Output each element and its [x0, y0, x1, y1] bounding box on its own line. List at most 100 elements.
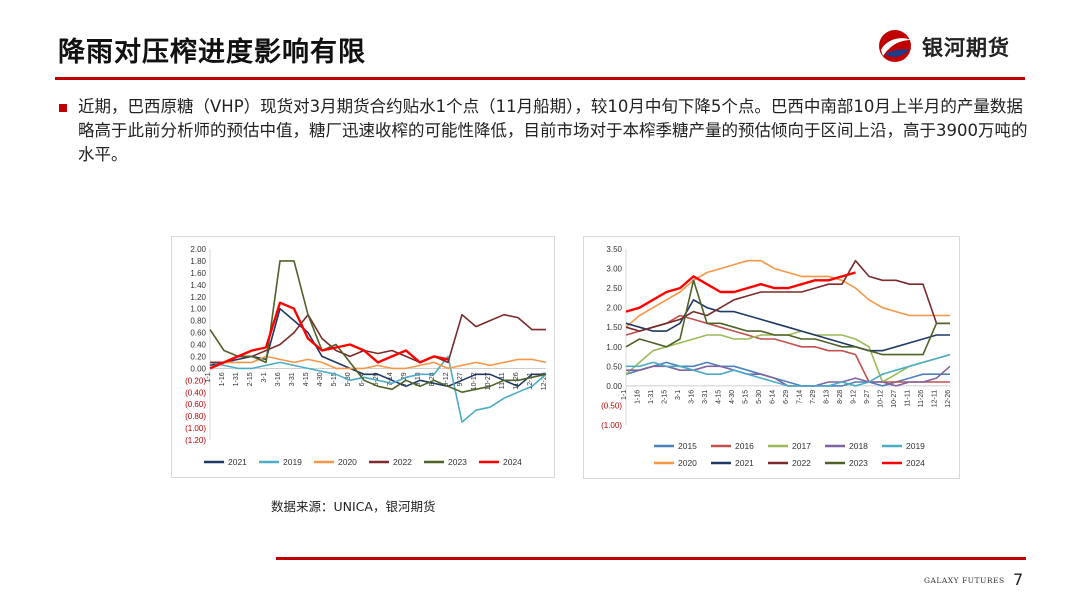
y-tick-label: (0.40): [185, 388, 206, 397]
legend-label: 2024: [503, 457, 522, 467]
y-tick-label: (1.00): [601, 421, 622, 430]
y-tick-label: 3.00: [606, 265, 622, 274]
x-tick-label: 3-1: [261, 372, 268, 382]
legend-label: 2023: [849, 458, 868, 468]
legend-label: 2021: [735, 458, 754, 468]
x-tick-label: 3-1: [675, 390, 682, 400]
x-tick-label: 8-13: [415, 372, 422, 386]
series-line-2023: [209, 260, 547, 393]
series-line-2024: [625, 271, 856, 313]
y-tick-label: 2.50: [606, 284, 622, 293]
y-tick-label: 1.00: [190, 305, 206, 314]
x-tick-label: 10-12: [878, 390, 885, 408]
y-tick-label: 0.20: [190, 352, 206, 361]
y-tick-label: 0.60: [190, 329, 206, 338]
y-tick-label: (0.60): [185, 400, 206, 409]
x-tick-label: 5-15: [743, 390, 750, 404]
x-tick-label: 9-12: [851, 390, 858, 404]
header-rule: [55, 77, 1025, 80]
legend-label: 2020: [338, 457, 357, 467]
x-tick-label: 1-16: [219, 372, 226, 386]
x-tick-label: 6-29: [783, 390, 790, 404]
x-tick-label: 7-29: [401, 372, 408, 386]
y-tick-label: 3.50: [606, 245, 622, 254]
y-tick-label: (0.20): [185, 376, 206, 385]
footer-brand: GALAXY FUTURES: [924, 576, 1005, 585]
data-source-note: 数据来源：UNICA，银河期货: [271, 499, 436, 514]
legend-label: 2019: [283, 457, 302, 467]
legend-label: 2022: [393, 457, 412, 467]
legend-label: 2017: [792, 441, 811, 451]
x-tick-label: 1-1: [621, 390, 628, 400]
x-tick-label: 8-28: [837, 390, 844, 404]
series-line-2019: [209, 355, 547, 423]
page-title: 降雨对压榨进度影响有限: [58, 37, 366, 68]
y-tick-label: (0.50): [601, 401, 622, 410]
y-tick-label: 0.40: [190, 341, 206, 350]
legend-label: 2020: [678, 458, 697, 468]
x-tick-label: 3-31: [702, 390, 709, 404]
x-tick-label: 10-27: [485, 372, 492, 390]
legend-label: 2016: [735, 441, 754, 451]
x-tick-label: 4-15: [716, 390, 723, 404]
series-line-2016: [625, 314, 950, 383]
page-number: 7: [1013, 570, 1024, 589]
series-line-2017: [625, 330, 951, 383]
y-tick-label: 1.00: [606, 343, 622, 352]
x-tick-label: 2-15: [662, 390, 669, 404]
y-tick-label: (1.20): [185, 436, 206, 445]
y-tick-label: 0.50: [606, 362, 622, 371]
x-tick-label: 3-16: [275, 372, 282, 386]
x-tick-label: 3-31: [289, 372, 296, 386]
x-tick-label: 8-13: [824, 390, 831, 404]
x-tick-label: 9-12: [443, 372, 450, 386]
x-tick-label: 9-27: [457, 372, 464, 386]
series-line-2021: [625, 298, 950, 352]
y-tick-label: 1.50: [606, 323, 622, 332]
x-tick-label: 3-16: [689, 390, 696, 404]
legend-label: 2022: [792, 458, 811, 468]
legend-label: 2024: [906, 458, 925, 468]
series-line-2020: [625, 259, 950, 328]
x-tick-label: 1-1: [205, 372, 212, 382]
y-tick-label: 0.00: [606, 382, 622, 391]
y-tick-label: 1.20: [190, 293, 206, 302]
x-tick-label: 1-16: [635, 390, 642, 404]
x-tick-label: 5-30: [756, 390, 763, 404]
x-tick-label: 7-14: [797, 390, 804, 404]
series-line-2023: [625, 279, 950, 356]
series-line-2024: [209, 301, 449, 370]
legend-label: 2018: [849, 441, 868, 451]
x-tick-label: 4-30: [729, 390, 736, 404]
y-tick-label: 2.00: [190, 245, 206, 254]
x-tick-label: 12-11: [932, 390, 939, 407]
y-tick-label: 0.00: [190, 364, 206, 373]
x-tick-label: 8-28: [429, 372, 436, 386]
legend-label: 2019: [906, 441, 925, 451]
galaxy-logo-icon: [879, 30, 911, 62]
x-tick-label: 5-15: [331, 372, 338, 386]
series-line-2022: [210, 313, 546, 364]
y-tick-label: 1.60: [190, 269, 206, 278]
x-tick-label: 12-26: [541, 372, 548, 390]
x-tick-label: 12-11: [527, 372, 534, 389]
legend-label: 2021: [228, 457, 247, 467]
chart-basis-right: 3.50 3.00 2.50 2.00 1.50 1.00 0.50 0.00 (0.50) (1…: [583, 236, 960, 479]
x-tick-label: 7-29: [810, 390, 817, 404]
x-tick-label: 1-31: [233, 372, 240, 386]
body-paragraph: 近期，巴西原糖（VHP）现货对3月期货合约贴水1个点（11月船期），较10月中旬…: [78, 97, 1028, 164]
chart-right-svg: 3.50 3.00 2.50 2.00 1.50 1.00 0.50 0.00 (0.50) (1…: [601, 245, 952, 468]
series-line-2019: [626, 353, 951, 387]
x-tick-label: 11-26: [918, 390, 925, 407]
y-tick-label: 2.00: [606, 304, 622, 313]
x-tick-label: 1-31: [648, 390, 655, 404]
y-tick-label: 1.80: [190, 257, 206, 266]
bullet-icon: [59, 104, 67, 112]
legend-label: 2023: [448, 457, 467, 467]
x-tick-label: 4-30: [317, 372, 324, 386]
y-tick-label: (0.80): [185, 412, 206, 421]
series-line-2020: [210, 355, 547, 370]
x-tick-label: 6-14: [770, 390, 777, 404]
x-tick-label: 9-27: [864, 390, 871, 404]
logo-text: 银河期货: [922, 36, 1010, 60]
